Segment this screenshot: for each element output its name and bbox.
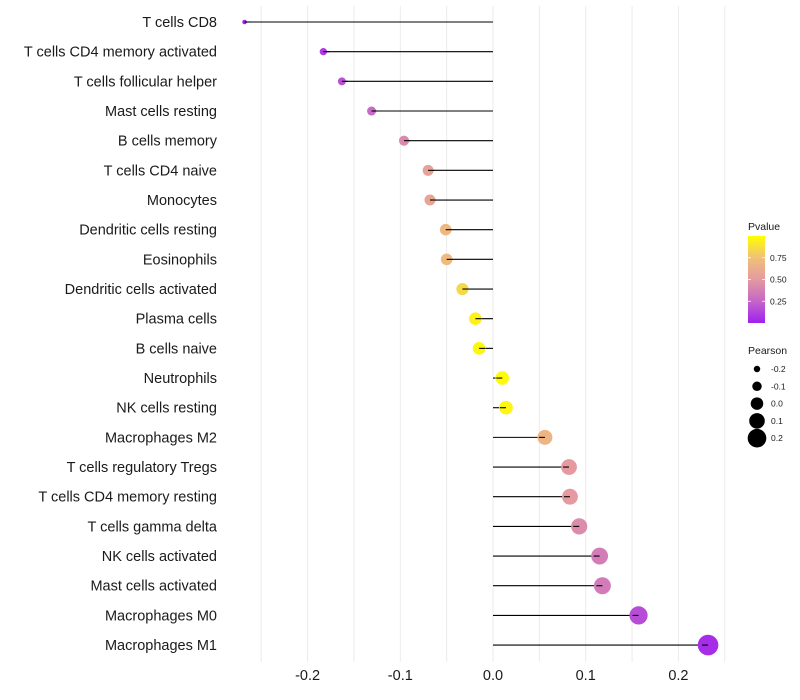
x-tick-label: 0.1 <box>576 668 596 684</box>
y-tick-label: T cells regulatory Tregs <box>67 460 217 476</box>
data-point <box>562 488 578 505</box>
lollipop-stems <box>244 21 709 646</box>
pvalue-legend-title: Pvalue <box>748 221 780 233</box>
y-tick-label: Macrophages M1 <box>105 638 217 654</box>
y-tick-label: NK cells activated <box>102 549 217 565</box>
y-axis-labels: T cells CD8 T cells CD4 memory activated T… <box>24 15 218 654</box>
y-tick-label: B cells memory <box>118 134 218 150</box>
y-tick-label: T cells follicular helper <box>74 74 217 90</box>
y-tick-label: Monocytes <box>147 193 217 209</box>
y-tick-label: T cells CD4 memory resting <box>38 490 217 506</box>
pvalue-legend-label: 0.75 <box>770 253 787 263</box>
y-tick-label: T cells CD4 memory activated <box>24 45 217 61</box>
y-tick-label: Neutrophils <box>144 371 217 387</box>
pearson-legend-label: -0.1 <box>771 381 786 391</box>
pearson-legend-label: 0.0 <box>771 399 783 409</box>
y-tick-label: Macrophages M2 <box>105 430 217 446</box>
pearson-legend: Pearson -0.2 -0.1 0.0 0.1 0.2 <box>747 345 787 448</box>
size-legend-dot <box>749 413 765 429</box>
y-tick-label: Eosinophils <box>143 252 217 268</box>
size-legend-dot <box>752 381 762 392</box>
y-tick-label: T cells CD8 <box>142 15 217 31</box>
grid-lines <box>260 6 726 662</box>
y-tick-label: T cells CD4 naive <box>104 163 217 179</box>
pearson-legend-label: -0.2 <box>771 364 786 374</box>
y-tick-label: NK cells resting <box>116 401 217 417</box>
pearson-legend-label: 0.1 <box>771 416 783 426</box>
x-tick-label: 0.2 <box>668 668 688 684</box>
pearson-legend-title: Pearson <box>748 345 787 357</box>
pvalue-legend-label: 0.50 <box>770 275 787 285</box>
lollipop-points <box>242 19 719 656</box>
y-tick-label: T cells gamma delta <box>88 519 218 535</box>
pearson-legend-label: 0.2 <box>771 433 783 443</box>
pvalue-colorbar <box>748 236 765 323</box>
y-tick-label: Mast cells activated <box>90 579 217 595</box>
pvalue-legend-label: 0.25 <box>770 296 787 306</box>
x-axis-tick-labels: -0.2 -0.1 0.0 0.1 0.2 <box>295 668 688 684</box>
x-tick-label: 0.0 <box>483 668 503 684</box>
y-tick-label: Dendritic cells resting <box>79 223 217 239</box>
y-tick-label: Plasma cells <box>136 312 217 328</box>
x-tick-label: -0.2 <box>295 668 320 684</box>
size-legend-dot <box>750 397 764 410</box>
y-tick-label: B cells naive <box>136 341 217 357</box>
x-tick-label: -0.1 <box>388 668 413 684</box>
y-tick-label: Dendritic cells activated <box>65 282 217 298</box>
y-tick-label: Macrophages M0 <box>105 608 217 624</box>
y-tick-label: Mast cells resting <box>105 104 217 120</box>
size-legend-dot <box>747 428 767 448</box>
pvalue-legend: Pvalue 0.25 0.50 0.75 <box>748 221 787 323</box>
size-legend-dot <box>753 365 761 373</box>
